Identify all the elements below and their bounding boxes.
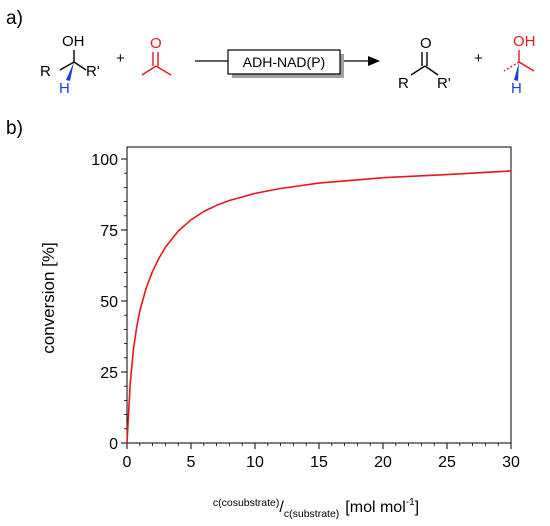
plot-border — [126, 146, 512, 444]
acetone-o-label: O — [150, 35, 162, 52]
plot-frame — [126, 146, 512, 444]
x-tick-label: 5 — [187, 454, 196, 471]
cosubstrate-acetone: O — [141, 35, 172, 76]
y-axis-label: conversion [%] — [39, 242, 58, 354]
x-label-exponent: -1 — [406, 497, 415, 508]
x-label-unit: [mol mol — [345, 499, 405, 516]
x-tick-label: 25 — [438, 454, 456, 471]
substrate-alcohol: OH R R' H — [40, 33, 100, 97]
y-axis-ticks: 0 25 50 75 100 — [91, 152, 127, 453]
x-tick-label: 30 — [502, 454, 520, 471]
substrate-wedge-h — [66, 62, 74, 81]
panel-b-label: b) — [6, 118, 23, 139]
isopropanol-bond-left — [503, 61, 520, 72]
substrate-r-right: R' — [86, 63, 100, 80]
substrate-r-left: R — [40, 63, 51, 80]
reaction-scheme: a) OH R R' H + O ADH-NAD(P) — [6, 8, 536, 97]
substrate-h-label: H — [59, 80, 70, 97]
y-tick-label: 100 — [91, 152, 118, 169]
ketone-o-label: O — [420, 35, 432, 52]
ketone-r-left: R — [398, 75, 409, 92]
ketone-r-right: R' — [437, 75, 451, 92]
product-ketone: O R R' — [398, 35, 451, 92]
x-axis-label: c(cosubstrate)/c(substrate) [mol mol-1] — [213, 497, 419, 520]
y-tick-label: 50 — [100, 294, 118, 311]
plus-sign-1: + — [116, 50, 125, 67]
x-tick-label: 10 — [246, 454, 264, 471]
x-tick-label: 0 — [123, 454, 132, 471]
isopropanol-h-label: H — [511, 80, 522, 97]
y-tick-label: 0 — [109, 436, 118, 453]
series-layer — [126, 170, 512, 444]
panel-a-label: a) — [6, 8, 23, 29]
acetone-bond-right — [155, 65, 172, 76]
substrate-oh-label: OH — [62, 33, 85, 50]
arrow-head — [368, 56, 380, 66]
x-tick-label: 15 — [310, 454, 328, 471]
conversion-curve — [126, 170, 512, 444]
enzyme-box-label: ADH-NAD(P) — [243, 54, 325, 70]
conversion-chart: 0 25 50 75 100 0 5 10 15 20 25 30 conversion [%] — [39, 146, 520, 471]
reaction-arrow: ADH-NAD(P) — [195, 49, 380, 78]
x-label-close: ] — [415, 499, 419, 516]
y-tick-label: 25 — [100, 365, 118, 382]
coproduct-isopropanol: OH H — [503, 33, 536, 97]
isopropanol-bond-right — [518, 61, 535, 72]
acetone-bond-left — [141, 65, 157, 76]
substrate-bond-right — [73, 61, 87, 71]
x-axis-ticks: 0 5 10 15 20 25 30 — [123, 443, 520, 471]
x-tick-label: 20 — [374, 454, 392, 471]
y-tick-label: 75 — [100, 223, 118, 240]
isopropanol-oh-label: OH — [513, 33, 536, 50]
enzyme-box — [227, 49, 341, 75]
isopropanol-wedge-h — [514, 62, 519, 81]
x-label-numerator: c(cosubstrate) — [213, 497, 280, 509]
substrate-bond-left — [59, 61, 75, 71]
x-label-denominator: c(substrate) — [284, 508, 339, 520]
ketone-bond-left — [410, 65, 426, 76]
plus-sign-2: + — [474, 50, 483, 67]
x-label-slash: / — [279, 499, 284, 516]
ketone-bond-right — [424, 65, 439, 76]
